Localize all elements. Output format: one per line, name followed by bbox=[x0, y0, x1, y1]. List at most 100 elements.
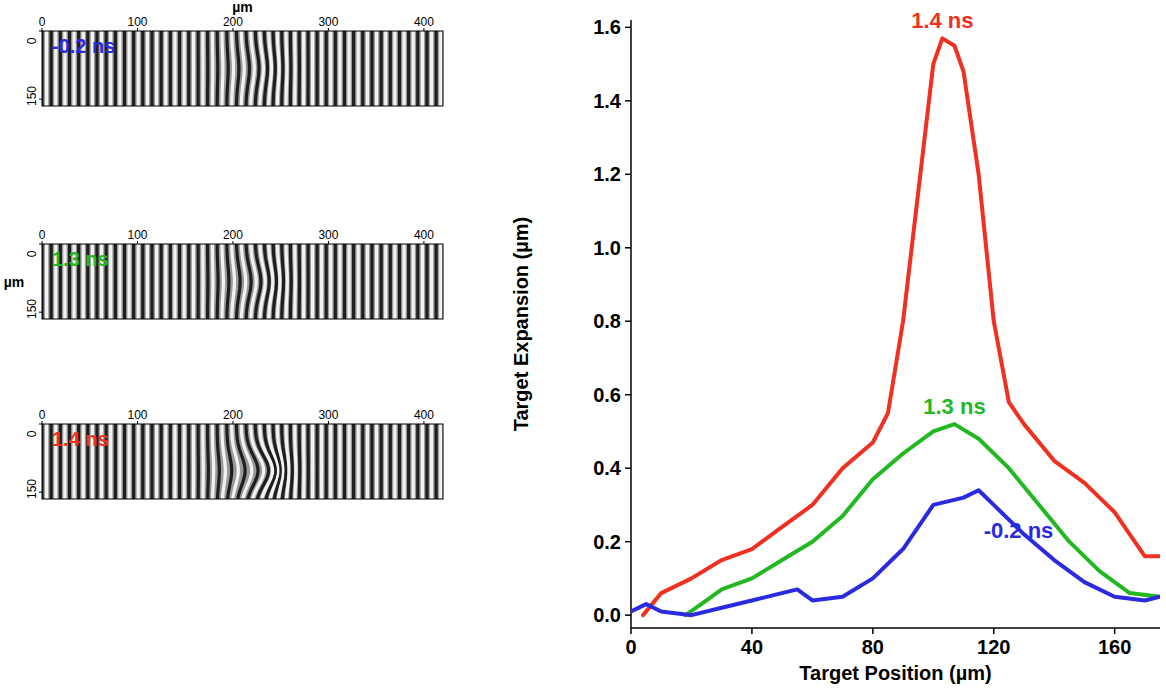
y-tick bbox=[39, 424, 42, 425]
fringe bbox=[329, 31, 332, 106]
x-axis bbox=[631, 627, 1160, 629]
fringe bbox=[178, 244, 181, 319]
fringe bbox=[160, 244, 163, 319]
fringe bbox=[352, 424, 355, 499]
fringe bbox=[316, 244, 319, 319]
fringe bbox=[380, 424, 383, 499]
fringe bbox=[370, 244, 373, 319]
fringe bbox=[155, 424, 158, 499]
fringe bbox=[402, 244, 405, 319]
fringe bbox=[357, 31, 360, 106]
fringe bbox=[370, 31, 373, 106]
fringe bbox=[316, 424, 319, 499]
fringe bbox=[183, 244, 186, 319]
y-tick bbox=[39, 312, 42, 313]
fringe bbox=[295, 424, 296, 499]
fringe bbox=[338, 244, 341, 319]
fringe bbox=[241, 31, 244, 106]
fringe bbox=[430, 424, 433, 499]
fringe bbox=[302, 244, 305, 319]
fringe bbox=[407, 424, 410, 499]
fringe bbox=[402, 424, 405, 499]
y-tick-label: 0.0 bbox=[593, 604, 621, 626]
panel-frame bbox=[42, 424, 443, 499]
y-tick bbox=[625, 394, 631, 396]
fringe bbox=[286, 244, 287, 319]
fringe bbox=[187, 424, 190, 499]
fringe bbox=[311, 424, 314, 499]
fringe bbox=[260, 31, 264, 106]
fringe bbox=[416, 31, 419, 106]
fringe bbox=[393, 244, 396, 319]
fringe bbox=[277, 31, 279, 106]
fringe bbox=[220, 31, 224, 106]
fringe bbox=[178, 424, 181, 499]
y-tick bbox=[625, 174, 631, 176]
figure: 01002003004000150µm-0.2 ns01002003004000… bbox=[0, 0, 1166, 688]
fringe bbox=[293, 244, 297, 319]
y-tick bbox=[625, 541, 631, 543]
fringe bbox=[237, 31, 239, 106]
y-tick-label: 0.2 bbox=[593, 531, 621, 553]
fringe bbox=[164, 424, 167, 499]
x-tick-label: 0 bbox=[39, 15, 46, 29]
fringe bbox=[178, 31, 181, 106]
fringe bbox=[421, 424, 424, 499]
fringe bbox=[357, 424, 360, 499]
fringe bbox=[352, 31, 355, 106]
x-tick-label: 200 bbox=[223, 228, 243, 242]
fringe bbox=[227, 244, 229, 319]
y-axis-title: Target Expansion (µm) bbox=[510, 217, 532, 432]
interferogram bbox=[42, 244, 443, 319]
fringe bbox=[343, 244, 346, 319]
fringe bbox=[375, 424, 378, 499]
series-labels: 1.4 ns1.3 ns-0.2 ns bbox=[911, 8, 1053, 543]
y-tick bbox=[625, 247, 631, 249]
x-tick-label: 160 bbox=[1098, 636, 1131, 658]
fringe bbox=[187, 31, 190, 106]
y-tick-label: 1.4 bbox=[593, 90, 622, 112]
fringe bbox=[389, 244, 392, 319]
y-axis-title: µm bbox=[4, 274, 25, 290]
image-panel: 01002003004000150µm1.3 ns bbox=[4, 228, 478, 319]
fringe bbox=[316, 31, 319, 106]
x-tick-label: 40 bbox=[741, 636, 763, 658]
fringe bbox=[352, 244, 355, 319]
fringe bbox=[334, 424, 337, 499]
fringe bbox=[173, 424, 176, 499]
fringe bbox=[366, 31, 369, 106]
fringe bbox=[150, 31, 153, 106]
image-ground bbox=[42, 244, 443, 319]
fringe bbox=[137, 424, 140, 499]
image-ground bbox=[42, 424, 443, 499]
fringe bbox=[325, 31, 328, 106]
fringe bbox=[123, 31, 126, 106]
fringe bbox=[320, 424, 323, 499]
fringe bbox=[264, 31, 267, 106]
fringe bbox=[206, 31, 209, 106]
x-tick bbox=[751, 628, 753, 634]
fringe bbox=[343, 31, 346, 106]
fringe bbox=[211, 31, 215, 106]
fringe bbox=[216, 31, 220, 106]
fringe bbox=[45, 31, 48, 106]
fringe bbox=[284, 31, 288, 106]
fringe bbox=[212, 424, 213, 499]
fringe bbox=[255, 31, 259, 106]
fringe bbox=[187, 244, 190, 319]
fringe bbox=[306, 31, 309, 106]
x-tick bbox=[872, 628, 874, 634]
fringe bbox=[118, 424, 121, 499]
fringe bbox=[439, 31, 442, 106]
fringe bbox=[435, 244, 438, 319]
fringe bbox=[338, 424, 341, 499]
fringe bbox=[416, 424, 419, 499]
fringe bbox=[347, 424, 350, 499]
y-tick-label: 1.2 bbox=[593, 163, 621, 185]
panel-frame bbox=[42, 31, 443, 106]
fringe bbox=[334, 244, 337, 319]
fringe bbox=[412, 31, 415, 106]
interferogram bbox=[42, 31, 443, 106]
fringe bbox=[407, 244, 410, 319]
fringe bbox=[192, 244, 195, 319]
